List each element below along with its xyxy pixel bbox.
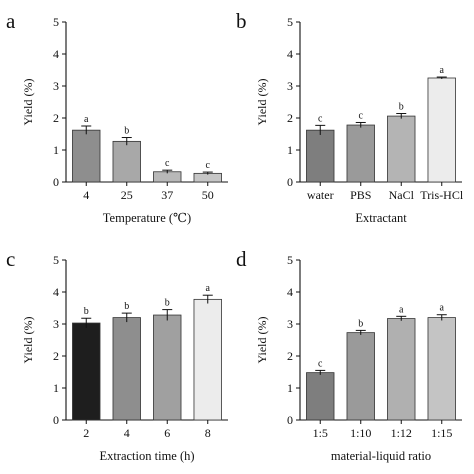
panel-letter: d	[236, 247, 247, 271]
significance-label: b	[399, 102, 404, 113]
x-tick-label: 37	[161, 188, 173, 202]
y-tick-label: 0	[287, 413, 293, 427]
bar-1:5	[306, 372, 335, 421]
significance-label: a	[399, 304, 404, 315]
y-tick-label: 2	[287, 111, 293, 125]
x-tick-label: PBS	[350, 188, 371, 202]
significance-label: c	[318, 358, 323, 369]
bar-NaCl	[387, 115, 416, 183]
x-tick-label: 8	[205, 426, 211, 440]
bar-water	[306, 129, 335, 183]
y-tick-label: 1	[53, 381, 59, 395]
bar-4	[72, 129, 101, 183]
y-tick-label: 5	[287, 253, 293, 267]
chart-panel-a: a 0 1 2 3 4 5 Yield (%) a 4 b 25 c 37 c 50 Temperature (…	[6, 9, 228, 225]
x-tick-label: 6	[164, 426, 170, 440]
y-tick-label: 5	[53, 15, 59, 29]
significance-label: a	[440, 303, 445, 314]
y-tick-label: 4	[53, 47, 59, 61]
y-tick-label: 5	[53, 253, 59, 267]
y-axis-label: Yield (%)	[255, 317, 269, 364]
y-tick-label: 1	[287, 381, 293, 395]
x-tick-label: 4	[124, 426, 130, 440]
x-tick-label: 1:15	[431, 426, 452, 440]
x-tick-label: NaCl	[389, 188, 415, 202]
bar-4	[112, 317, 141, 421]
bar-1:12	[387, 318, 416, 421]
significance-label: c	[165, 158, 170, 169]
bar-1:10	[346, 332, 375, 421]
bar-2	[72, 322, 101, 421]
bar-6	[153, 314, 182, 421]
significance-label: c	[206, 160, 211, 171]
bar-1:15	[427, 317, 456, 421]
significance-label: b	[358, 318, 363, 329]
x-tick-label: 1:12	[391, 426, 412, 440]
y-tick-label: 5	[287, 15, 293, 29]
panel-letter: b	[236, 9, 247, 33]
significance-label: a	[440, 65, 445, 76]
significance-label: a	[84, 114, 89, 125]
significance-label: b	[124, 301, 129, 312]
x-tick-label: Tris-HCl	[420, 188, 464, 202]
panel-letter: c	[6, 247, 15, 271]
significance-label: b	[165, 298, 170, 309]
bar-25	[112, 140, 141, 183]
y-tick-label: 3	[287, 317, 293, 331]
x-tick-label: 1:10	[350, 426, 371, 440]
bar-PBS	[346, 124, 375, 183]
y-tick-label: 1	[53, 143, 59, 157]
y-tick-label: 3	[287, 79, 293, 93]
y-tick-label: 4	[53, 285, 59, 299]
x-axis-label: Extractant	[355, 211, 407, 225]
bar-8	[193, 298, 222, 421]
y-tick-label: 4	[287, 47, 293, 61]
x-tick-label: 2	[83, 426, 89, 440]
y-tick-label: 3	[53, 79, 59, 93]
x-axis-label: Temperature (℃)	[103, 211, 191, 225]
x-tick-label: 25	[121, 188, 133, 202]
panel-letter: a	[6, 9, 16, 33]
x-tick-label: 4	[83, 188, 89, 202]
significance-label: b	[84, 306, 89, 317]
x-tick-label: 1:5	[313, 426, 328, 440]
significance-label: a	[206, 283, 211, 294]
x-tick-label: 50	[202, 188, 214, 202]
chart-panel-c: c 0 1 2 3 4 5 Yield (%) b 2 b 4 b 6 a 8 Extraction time …	[6, 247, 228, 463]
y-tick-label: 0	[53, 175, 59, 189]
y-axis-label: Yield (%)	[21, 79, 35, 126]
y-tick-label: 2	[287, 349, 293, 363]
y-tick-label: 0	[53, 413, 59, 427]
y-axis-label: Yield (%)	[21, 317, 35, 364]
y-tick-label: 2	[53, 111, 59, 125]
chart-panel-b: b 0 1 2 3 4 5 Yield (%) c water c PBS b NaCl a Tris-HCl…	[236, 9, 464, 225]
y-axis-label: Yield (%)	[255, 79, 269, 126]
significance-label: c	[318, 113, 323, 124]
y-tick-label: 2	[53, 349, 59, 363]
y-tick-label: 1	[287, 143, 293, 157]
significance-label: b	[124, 126, 129, 137]
y-tick-label: 4	[287, 285, 293, 299]
x-axis-label: material-liquid ratio	[331, 449, 431, 463]
bar-Tris-HCl	[427, 77, 456, 183]
y-tick-label: 0	[287, 175, 293, 189]
chart-panel-d: d 0 1 2 3 4 5 Yield (%) c 1:5 b 1:10 a 1:12 a 1:15mater…	[236, 247, 462, 463]
significance-label: c	[359, 110, 364, 121]
x-axis-label: Extraction time (h)	[99, 449, 194, 463]
x-tick-label: water	[307, 188, 334, 202]
y-tick-label: 3	[53, 317, 59, 331]
bar-50	[193, 172, 222, 183]
